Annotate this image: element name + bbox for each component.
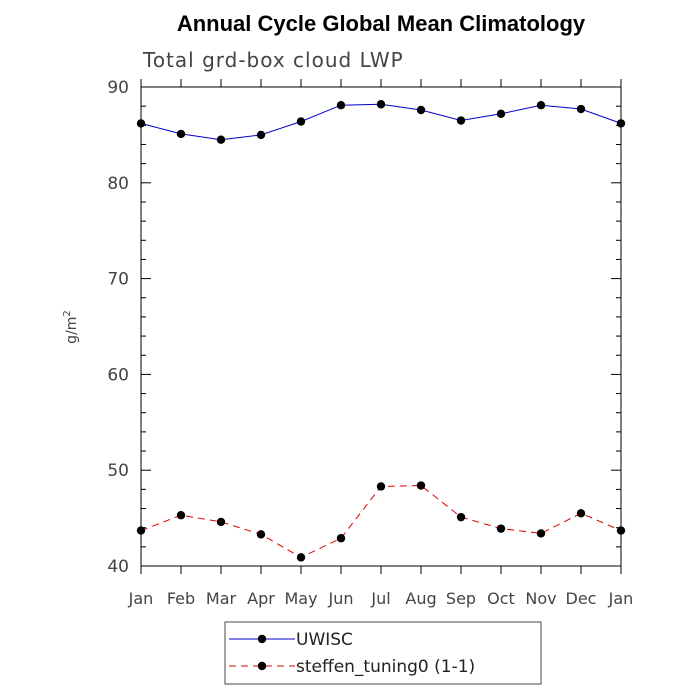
x-tick-label: Apr (247, 589, 275, 608)
series-line-uwisc (140, 103, 622, 141)
data-point-steffen-tuning0-1-1 (576, 509, 586, 518)
data-point-steffen-tuning0-1-1 (336, 534, 346, 543)
x-tick-label: Oct (487, 589, 515, 608)
data-point-uwisc (456, 116, 466, 125)
x-tick-label: Jun (328, 589, 354, 608)
x-tick-label: May (284, 589, 317, 608)
data-point-steffen-tuning0-1-1 (536, 529, 546, 538)
y-axis-label-superscript: 2 (62, 310, 73, 316)
y-tick-label: 40 (107, 557, 129, 577)
data-point-steffen-tuning0-1-1 (256, 530, 266, 539)
data-point-uwisc (416, 105, 426, 115)
y-axis-label-text: g/m (64, 317, 80, 344)
x-tick-label: Feb (167, 589, 195, 608)
data-point-steffen-tuning0-1-1 (296, 553, 306, 562)
series-layer (136, 100, 626, 562)
y-tick-label: 70 (107, 270, 129, 290)
data-point-steffen-tuning0-1-1 (496, 524, 506, 533)
legend-box (224, 621, 542, 685)
x-tick-label: Sep (446, 589, 476, 608)
x-tick-label: Dec (566, 589, 597, 608)
series-line-steffen-tuning0-1-1 (140, 484, 622, 558)
chart-title: Annual Cycle Global Mean Climatology (177, 11, 586, 36)
data-point-uwisc (296, 117, 306, 126)
data-point-steffen-tuning0-1-1 (176, 511, 186, 520)
legend-label-uwisc: UWISC (296, 630, 353, 650)
data-point-uwisc (536, 101, 546, 110)
data-point-uwisc (376, 100, 386, 109)
data-point-uwisc (336, 101, 346, 110)
x-tick-label: Jul (370, 589, 390, 608)
data-point-uwisc (176, 129, 186, 139)
x-tick-label: Jan (608, 589, 634, 608)
x-tick-label: Jan (128, 589, 154, 608)
data-point-steffen-tuning0-1-1 (616, 526, 626, 535)
ticks-layer: 40 50 60 70 80 90 Jan Feb Mar Apr May Jun Jul Aug Sep O… (107, 78, 633, 608)
data-point-uwisc (256, 130, 266, 140)
data-point-uwisc (216, 135, 226, 144)
legend-marker-uwisc (257, 634, 267, 644)
y-tick-label: 90 (107, 78, 129, 98)
data-point-steffen-tuning0-1-1 (456, 512, 466, 522)
chart-subtitle: Total grd-box cloud LWP (142, 48, 404, 72)
y-axis-label: g/m2 (62, 310, 80, 344)
plot-frame (140, 86, 622, 567)
data-point-uwisc (136, 119, 146, 128)
svg-text:g/m2: g/m2 (62, 310, 80, 344)
legend-marker-steffen (257, 661, 267, 671)
data-point-uwisc (616, 119, 626, 128)
data-point-steffen-tuning0-1-1 (136, 526, 146, 535)
x-tick-label: Aug (405, 589, 436, 608)
legend-label-steffen: steffen_tuning0 (1-1) (296, 657, 475, 677)
data-point-uwisc (496, 109, 506, 119)
x-tick-label: Nov (525, 589, 556, 608)
data-point-steffen-tuning0-1-1 (416, 481, 426, 490)
data-point-steffen-tuning0-1-1 (216, 517, 226, 527)
data-point-steffen-tuning0-1-1 (376, 482, 386, 491)
y-tick-label: 60 (107, 365, 129, 385)
y-tick-label: 50 (107, 461, 129, 481)
y-tick-label: 80 (107, 174, 129, 194)
legend: UWISC steffen_tuning0 (1-1) (224, 621, 542, 685)
data-point-uwisc (576, 104, 586, 114)
x-tick-label: Mar (206, 589, 237, 608)
